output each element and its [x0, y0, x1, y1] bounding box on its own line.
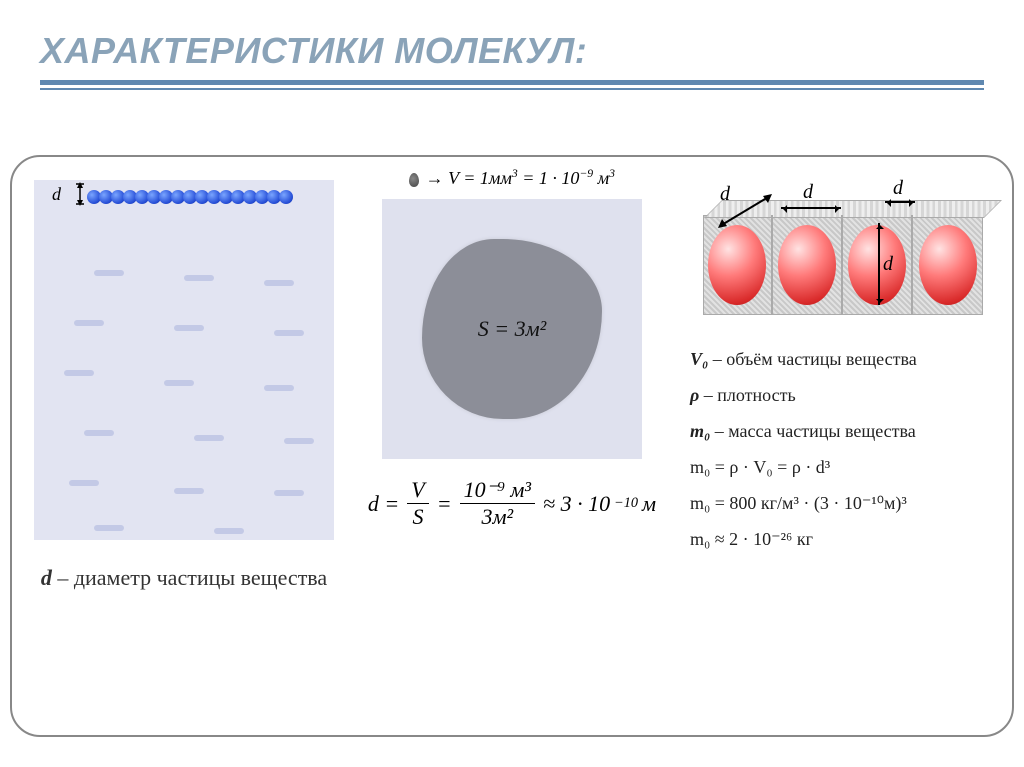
frac1-num: V	[407, 477, 428, 504]
water-streak	[94, 525, 124, 531]
water-streak	[274, 330, 304, 336]
water-streak	[84, 430, 114, 436]
bracket-d-icon: d	[46, 180, 86, 210]
definitions: V₀ – объём частицы вещества ρ – плотност…	[678, 341, 917, 557]
dim-label-d1: d	[803, 181, 813, 204]
water-streak	[164, 380, 194, 386]
content-frame: d d – диаметр частицы вещества → V = 1мм…	[10, 155, 1014, 737]
top-unit: м	[593, 168, 609, 188]
water-surface: d	[34, 180, 334, 540]
eq-m0-2: m₀ = 800 кг/м³ · (3 · 10⁻¹⁰м)³	[690, 485, 917, 521]
var-d: d	[41, 565, 52, 590]
water-streak	[274, 490, 304, 496]
droplet-icon	[279, 190, 293, 204]
water-streak	[194, 435, 224, 441]
panel-volume: → V = 1мм3 = 1 · 10−9 м3 S = 3м² d = V S…	[350, 165, 674, 727]
sphere-icon	[848, 225, 906, 305]
formula-d-bottom: d = V S = 10⁻⁹ м³ 3м² ≈ 3 · 10−10 м	[368, 477, 656, 530]
top-e2: −9	[579, 167, 593, 180]
def-v0: V₀ – объём частицы вещества	[690, 341, 917, 377]
cube-strip: d d d d	[685, 173, 995, 323]
txt-m0: – масса частицы вещества	[710, 421, 916, 441]
water-streak	[214, 528, 244, 534]
oil-blob: S = 3м²	[422, 239, 602, 419]
top-lhs: → V = 1мм	[426, 168, 512, 188]
water-streak	[284, 438, 314, 444]
water-streak	[74, 320, 104, 326]
drop-icon	[409, 173, 419, 187]
frac-numeric: 10⁻⁹ м³ 3м²	[460, 477, 535, 530]
frac1-den: S	[407, 504, 428, 530]
sphere-icon	[778, 225, 836, 305]
water-streak	[174, 488, 204, 494]
eq-m0-1: m₀ = ρ · V₀ = ρ · d³	[690, 449, 917, 485]
sphere-icon	[919, 225, 977, 305]
txt-rho: – плотность	[699, 385, 795, 405]
var-v0: V₀	[690, 349, 708, 369]
water-streak	[174, 325, 204, 331]
dim-d-small	[885, 201, 915, 203]
slide-title: ХАРАКТЕРИСТИКИ МОЛЕКУЛ:	[40, 30, 984, 72]
water-streak	[69, 480, 99, 486]
title-bar: ХАРАКТЕРИСТИКИ МОЛЕКУЛ:	[0, 0, 1024, 100]
slide: ХАРАКТЕРИСТИКИ МОЛЕКУЛ: d d	[0, 0, 1024, 767]
bot-d: d =	[368, 491, 399, 517]
var-rho: ρ	[690, 385, 699, 405]
top-mid: = 1 · 10	[518, 168, 580, 188]
caption-d-text: – диаметр частицы вещества	[52, 565, 327, 590]
def-rho: ρ – плотность	[690, 377, 917, 413]
approx-exp: −10	[614, 495, 638, 512]
sphere-icon	[708, 225, 766, 305]
panel-diameter: d d – диаметр частицы вещества	[22, 165, 346, 727]
eq-m0-3: m₀ ≈ 2 · 10⁻²⁶ кг	[690, 521, 917, 557]
frac2-den: 3м²	[460, 504, 535, 530]
def-m0: m₀ – масса частицы вещества	[690, 413, 917, 449]
water-streak	[64, 370, 94, 376]
approx-unit: м	[642, 491, 656, 517]
approx: ≈ 3 · 10	[543, 491, 610, 517]
title-underline	[40, 80, 984, 90]
dim-d-height	[878, 223, 880, 305]
var-m0: m₀	[690, 421, 710, 441]
dim-label-d2: d	[720, 183, 730, 206]
formula-volume-top: → V = 1мм3 = 1 · 10−9 м3	[409, 167, 615, 189]
dim-label-d3: d	[893, 177, 903, 200]
water-streak	[94, 270, 124, 276]
water-streak	[264, 280, 294, 286]
dim-d-width	[781, 207, 841, 209]
eq1: =	[437, 491, 452, 517]
droplet-row	[89, 190, 293, 204]
panel-mass: d d d d V₀ – объём частицы вещества ρ – …	[678, 165, 1002, 727]
oil-slick-area: S = 3м²	[382, 199, 642, 459]
txt-v0: – объём частицы вещества	[708, 349, 916, 369]
water-streak	[264, 385, 294, 391]
water-streak	[184, 275, 214, 281]
d-label: d	[52, 184, 62, 204]
blob-label: S = 3м²	[478, 316, 546, 342]
frac-vs: V S	[407, 477, 428, 530]
frac2-num: 10⁻⁹ м³	[460, 477, 535, 504]
top-e3: 3	[609, 167, 615, 180]
dim-label-d4: d	[883, 253, 893, 276]
caption-diameter: d – диаметр частицы вещества	[41, 565, 327, 591]
cell-4	[913, 215, 983, 315]
